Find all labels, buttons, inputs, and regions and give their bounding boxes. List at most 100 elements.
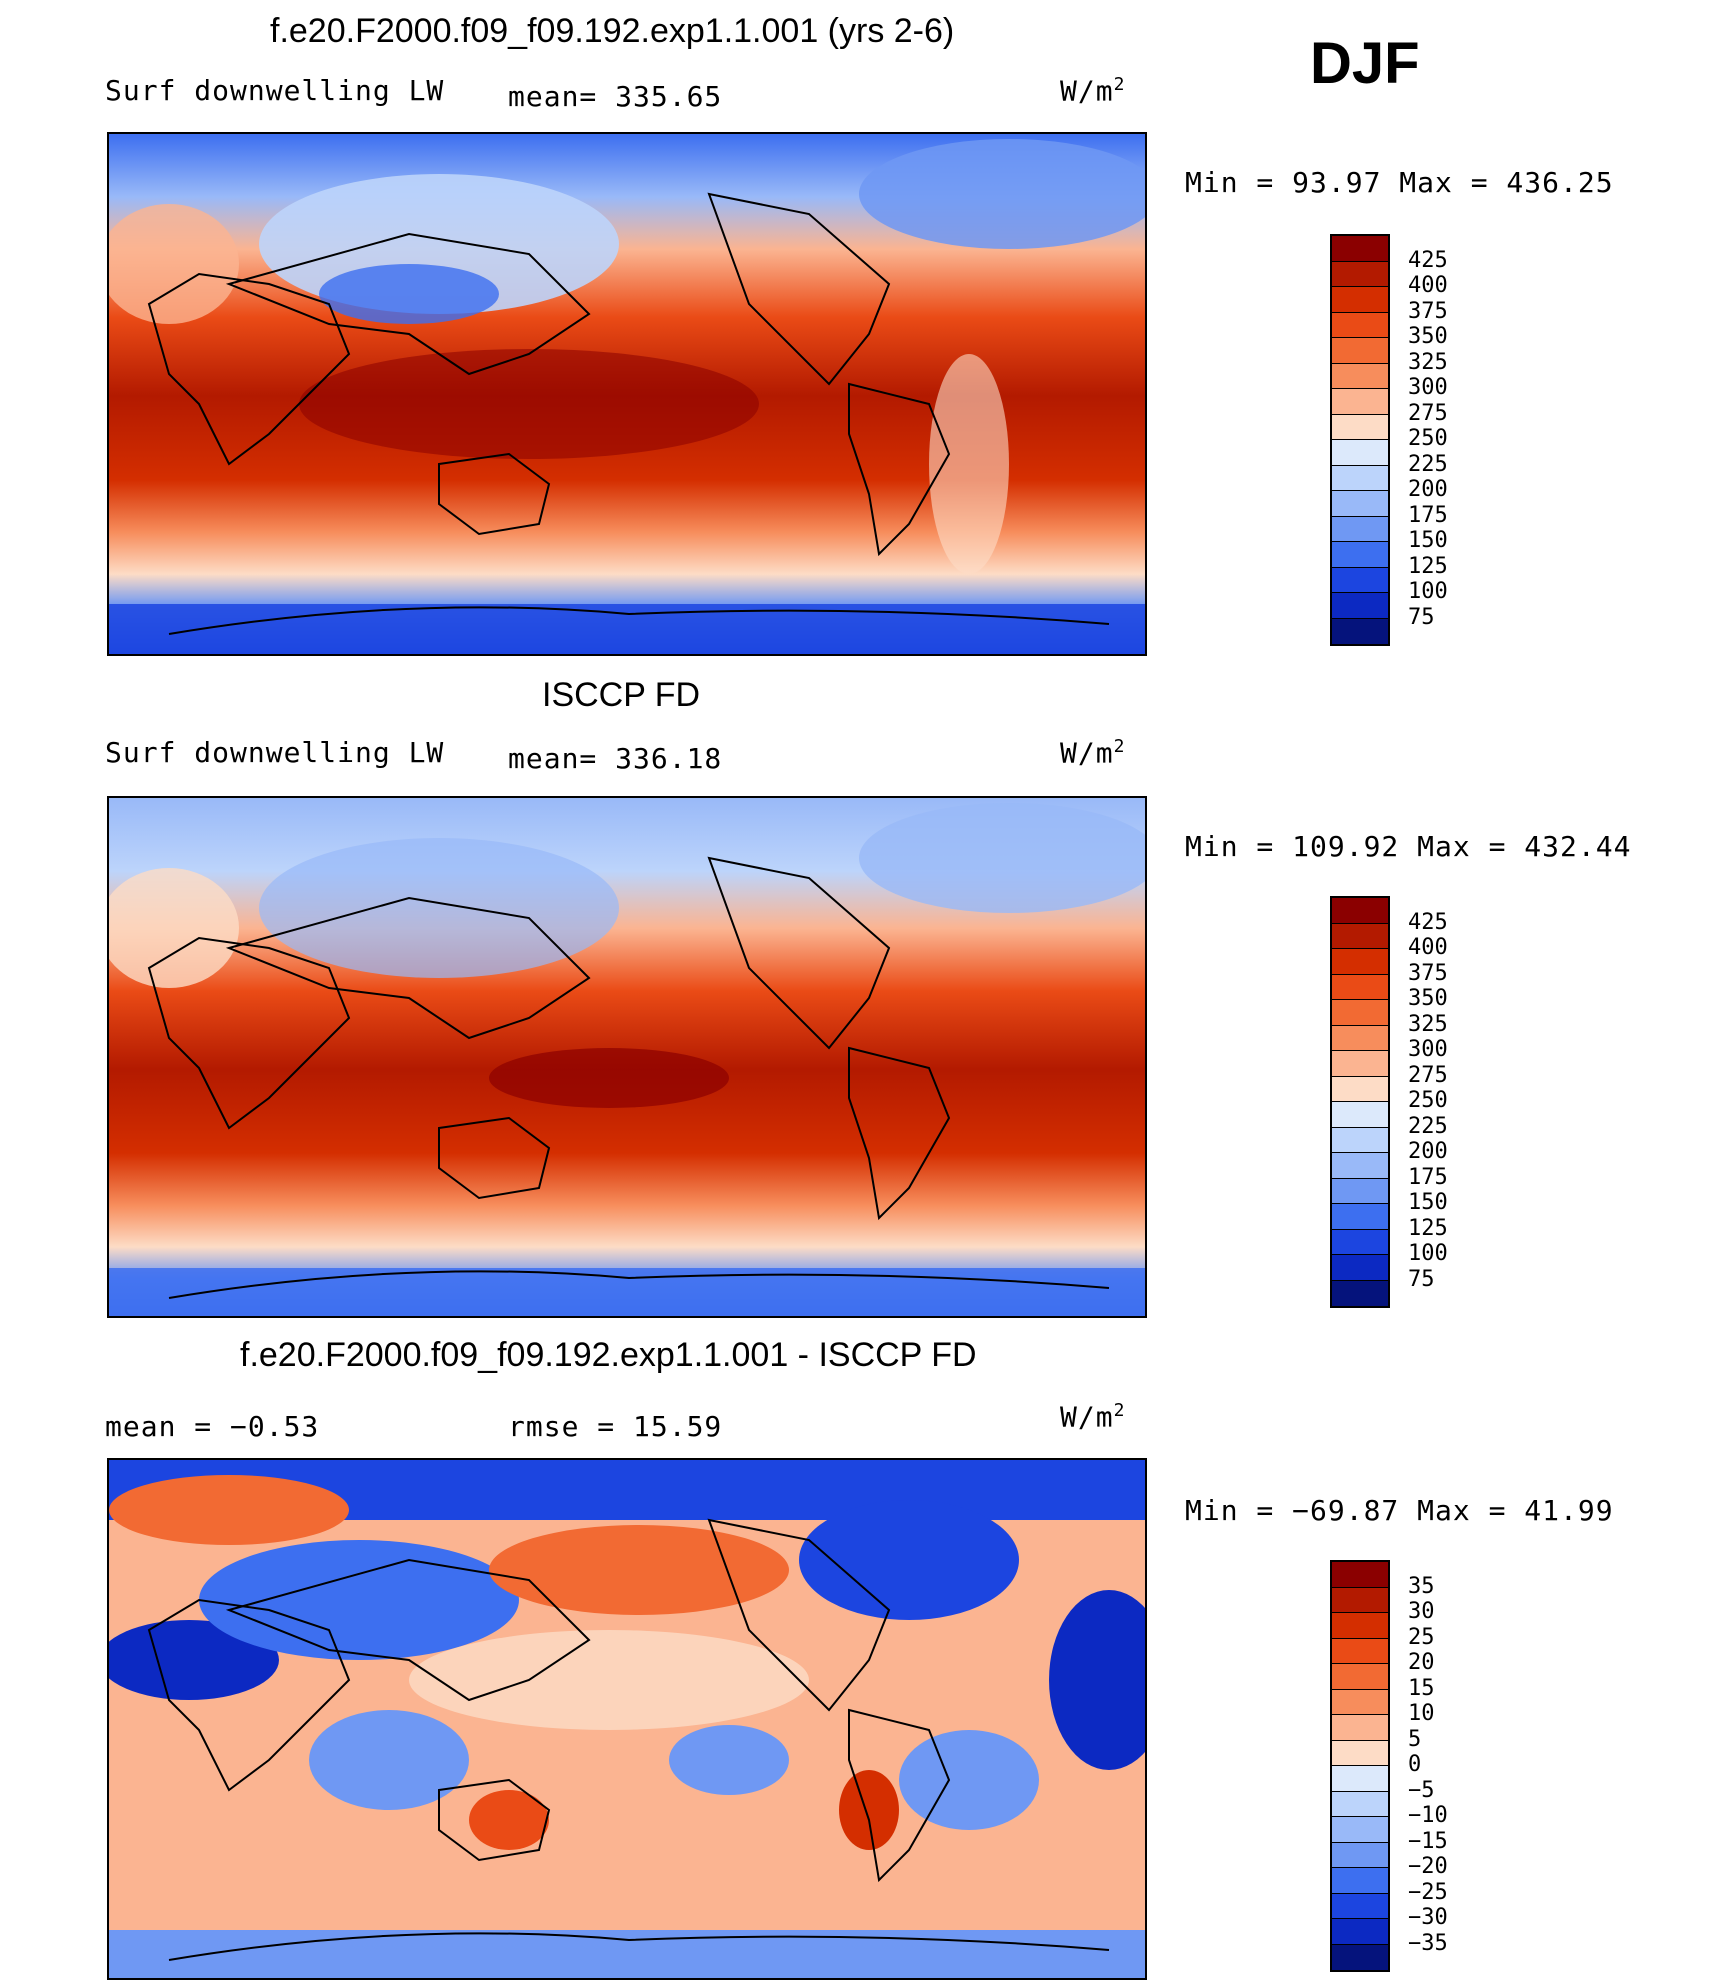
panel1-colorbar	[1330, 234, 1390, 646]
colorbar-label: 275	[1408, 400, 1448, 426]
colorbar-label: 350	[1408, 324, 1448, 349]
colorbar-label: 175	[1408, 502, 1448, 528]
colorbar-swatch	[1332, 1689, 1388, 1715]
colorbar-label: 200	[1408, 1139, 1448, 1164]
colorbar-swatch	[1332, 363, 1388, 389]
colorbar-swatch	[1332, 1842, 1388, 1868]
season-label: DJF	[1310, 31, 1420, 96]
colorbar-label: 425	[1408, 247, 1448, 273]
colorbar-swatch	[1332, 1076, 1388, 1102]
colorbar-swatch	[1332, 1255, 1388, 1281]
colorbar-swatch	[1332, 542, 1388, 568]
colorbar-label: 5	[1408, 1726, 1422, 1752]
colorbar-swatch	[1332, 1204, 1388, 1230]
colorbar-swatch	[1332, 1178, 1388, 1204]
colorbar-swatch	[1332, 1025, 1388, 1051]
colorbar-label: −10	[1408, 1803, 1448, 1828]
colorbar-swatch	[1332, 287, 1388, 313]
panel1-minmax: Min = 93.97 Max = 436.25	[1185, 166, 1614, 199]
colorbar-label: 100	[1408, 1241, 1448, 1266]
colorbar-swatch	[1332, 1587, 1388, 1613]
colorbar-label: 225	[1408, 451, 1448, 477]
colorbar-swatch	[1332, 1102, 1388, 1128]
panel3-rmse-label: rmse = 15.59	[508, 1410, 723, 1443]
colorbar-swatch	[1332, 974, 1388, 1000]
panel1-field	[109, 134, 1145, 654]
colorbar-label: 375	[1408, 960, 1448, 986]
colorbar-label: 15	[1408, 1675, 1435, 1701]
panel1-left-label: Surf downwelling LW	[105, 74, 445, 107]
colorbar-label: 125	[1408, 553, 1448, 579]
colorbar-label: 150	[1408, 528, 1448, 553]
panel3-field	[109, 1460, 1145, 1978]
panel2-mean-label: mean= 336.18	[508, 742, 723, 775]
panel2-title: ISCCP FD	[542, 676, 701, 714]
colorbar-swatch	[1332, 389, 1388, 415]
colorbar-label: 35	[1408, 1573, 1435, 1599]
panel3-units: W/m2	[1060, 1400, 1126, 1434]
colorbar-label: −15	[1408, 1828, 1448, 1854]
colorbar-swatch	[1332, 338, 1388, 364]
colorbar-label: 400	[1408, 273, 1448, 298]
colorbar-swatch	[1332, 261, 1388, 287]
panel2-field	[109, 798, 1145, 1316]
panel1-units: W/m2	[1060, 74, 1126, 108]
colorbar-swatch	[1332, 1664, 1388, 1690]
colorbar-label: 175	[1408, 1164, 1448, 1190]
colorbar-label: 250	[1408, 426, 1448, 451]
colorbar-swatch	[1332, 1919, 1388, 1945]
colorbar-swatch	[1332, 593, 1388, 619]
colorbar-label: 30	[1408, 1599, 1435, 1624]
colorbar-label: 75	[1408, 604, 1435, 630]
colorbar-label: 300	[1408, 1037, 1448, 1062]
colorbar-swatch	[1332, 1944, 1388, 1970]
colorbar-swatch	[1332, 1229, 1388, 1255]
colorbar-label: 20	[1408, 1650, 1435, 1675]
colorbar-swatch	[1332, 1715, 1388, 1741]
colorbar-swatch	[1332, 1562, 1388, 1588]
colorbar-label: 425	[1408, 909, 1448, 935]
colorbar-label: 10	[1408, 1701, 1435, 1726]
colorbar-swatch	[1332, 949, 1388, 975]
panel2-map	[107, 796, 1147, 1318]
colorbar-label: −5	[1408, 1777, 1435, 1803]
panel3-colorbar	[1330, 1560, 1390, 1972]
colorbar-swatch	[1332, 1638, 1388, 1664]
colorbar-label: 325	[1408, 1011, 1448, 1037]
colorbar-label: 100	[1408, 579, 1448, 604]
colorbar-swatch	[1332, 236, 1388, 262]
colorbar-label: 200	[1408, 477, 1448, 502]
panel3-mean-label: mean = −0.53	[105, 1410, 320, 1443]
panel3-minmax: Min = −69.87 Max = 41.99	[1185, 1494, 1614, 1527]
colorbar-swatch	[1332, 923, 1388, 949]
colorbar-swatch	[1332, 1127, 1388, 1153]
panel1-mean-label: mean= 335.65	[508, 80, 723, 113]
colorbar-swatch	[1332, 1613, 1388, 1639]
colorbar-swatch	[1332, 312, 1388, 338]
colorbar-label: 375	[1408, 298, 1448, 324]
colorbar-label: 0	[1408, 1752, 1422, 1777]
panel1-map	[107, 132, 1147, 656]
colorbar-label: −25	[1408, 1879, 1448, 1905]
colorbar-label: 275	[1408, 1062, 1448, 1088]
colorbar-label: 300	[1408, 375, 1448, 400]
colorbar-swatch	[1332, 567, 1388, 593]
panel1-title: f.e20.F2000.f09_f09.192.exp1.1.001 (yrs …	[270, 12, 955, 50]
panel3-title: f.e20.F2000.f09_f09.192.exp1.1.001 - ISC…	[240, 1336, 977, 1374]
colorbar-swatch	[1332, 1051, 1388, 1077]
colorbar-label: 75	[1408, 1266, 1435, 1292]
colorbar-swatch	[1332, 1817, 1388, 1843]
colorbar-swatch	[1332, 465, 1388, 491]
colorbar-label: −35	[1408, 1930, 1448, 1956]
colorbar-swatch	[1332, 1766, 1388, 1792]
panel3-map	[107, 1458, 1147, 1980]
colorbar-swatch	[1332, 1893, 1388, 1919]
panel2-units: W/m2	[1060, 736, 1126, 770]
colorbar-swatch	[1332, 1868, 1388, 1894]
colorbar-swatch	[1332, 618, 1388, 644]
colorbar-label: −30	[1408, 1905, 1448, 1930]
colorbar-swatch	[1332, 1280, 1388, 1306]
colorbar-swatch	[1332, 898, 1388, 924]
colorbar-swatch	[1332, 1740, 1388, 1766]
colorbar-label: 250	[1408, 1088, 1448, 1113]
